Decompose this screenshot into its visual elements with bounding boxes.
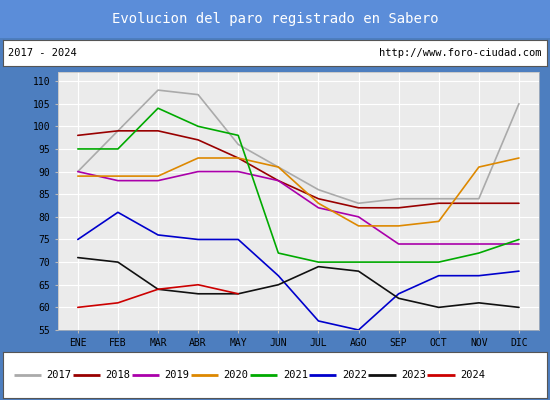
Text: 2022: 2022 [342, 370, 367, 380]
Text: 2021: 2021 [283, 370, 308, 380]
Text: 2024: 2024 [460, 370, 485, 380]
Text: 2017 - 2024: 2017 - 2024 [8, 48, 77, 58]
Text: Evolucion del paro registrado en Sabero: Evolucion del paro registrado en Sabero [112, 12, 438, 26]
Text: 2017: 2017 [46, 370, 72, 380]
Text: http://www.foro-ciudad.com: http://www.foro-ciudad.com [379, 48, 542, 58]
Text: 2018: 2018 [106, 370, 130, 380]
Text: 2023: 2023 [401, 370, 426, 380]
Text: 2019: 2019 [164, 370, 190, 380]
Text: 2020: 2020 [224, 370, 249, 380]
